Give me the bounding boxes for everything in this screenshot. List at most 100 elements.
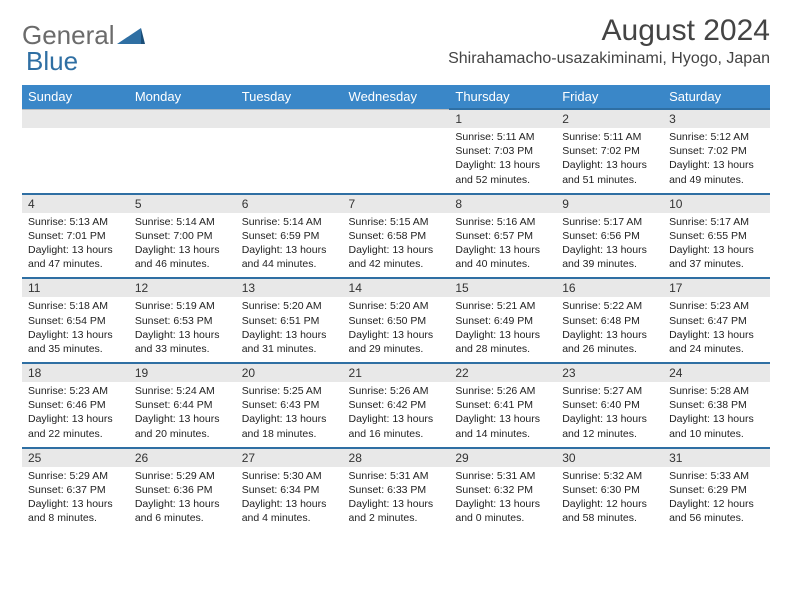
- day-number-cell: 28: [343, 448, 450, 467]
- sunset-label: Sunset:: [669, 484, 708, 496]
- sunrise-label: Sunrise:: [562, 470, 603, 482]
- sunrise-value: 5:27 AM: [604, 385, 643, 397]
- sunrise-label: Sunrise:: [28, 470, 69, 482]
- sunrise-label: Sunrise:: [28, 216, 69, 228]
- sunset-value: 6:48 PM: [601, 315, 640, 327]
- sunset-label: Sunset:: [455, 399, 494, 411]
- day-info-cell: Sunrise: 5:17 AMSunset: 6:56 PMDaylight:…: [556, 213, 663, 279]
- sunrise-value: 5:14 AM: [176, 216, 215, 228]
- daylight-label: Daylight:: [349, 244, 393, 256]
- day-info-cell: Sunrise: 5:27 AMSunset: 6:40 PMDaylight:…: [556, 382, 663, 448]
- sunset-value: 6:50 PM: [387, 315, 426, 327]
- week-num-row: 11121314151617: [22, 278, 770, 297]
- day-number-cell: 9: [556, 194, 663, 213]
- sunset-value: 6:42 PM: [387, 399, 426, 411]
- daylight-label: Daylight:: [135, 329, 179, 341]
- day-info-cell: Sunrise: 5:31 AMSunset: 6:32 PMDaylight:…: [449, 467, 556, 532]
- sunrise-value: 5:26 AM: [497, 385, 536, 397]
- daylight-label: Daylight:: [135, 498, 179, 510]
- sunset-label: Sunset:: [455, 484, 494, 496]
- sunrise-value: 5:23 AM: [711, 300, 750, 312]
- sunset-label: Sunset:: [349, 484, 388, 496]
- sunrise-label: Sunrise:: [242, 216, 283, 228]
- day-number-cell: 5: [129, 194, 236, 213]
- sunset-value: 6:43 PM: [280, 399, 319, 411]
- sunrise-value: 5:33 AM: [711, 470, 750, 482]
- title-block: August 2024 Shirahamacho-usazakiminami, …: [448, 14, 770, 68]
- day-info-cell: Sunrise: 5:32 AMSunset: 6:30 PMDaylight:…: [556, 467, 663, 532]
- day-info-cell: Sunrise: 5:28 AMSunset: 6:38 PMDaylight:…: [663, 382, 770, 448]
- dayhead-fri: Friday: [556, 85, 663, 109]
- day-info-cell: [236, 128, 343, 194]
- day-number-cell: 16: [556, 278, 663, 297]
- sunrise-label: Sunrise:: [242, 470, 283, 482]
- daylight-label: Daylight:: [669, 413, 713, 425]
- day-info-cell: Sunrise: 5:33 AMSunset: 6:29 PM Daylight:…: [663, 467, 770, 532]
- day-number-cell: 23: [556, 363, 663, 382]
- day-info-cell: Sunrise: 5:29 AMSunset: 6:36 PMDaylight:…: [129, 467, 236, 532]
- sunrise-label: Sunrise:: [669, 131, 710, 143]
- sunset-value: 6:33 PM: [387, 484, 426, 496]
- day-number-cell: 12: [129, 278, 236, 297]
- daylight-label: Daylight:: [562, 413, 606, 425]
- day-info-cell: Sunrise: 5:25 AMSunset: 6:43 PMDaylight:…: [236, 382, 343, 448]
- sunrise-value: 5:32 AM: [604, 470, 643, 482]
- sunrise-label: Sunrise:: [28, 300, 69, 312]
- sunrise-value: 5:18 AM: [69, 300, 108, 312]
- sunset-value: 6:56 PM: [601, 230, 640, 242]
- sunset-value: 6:29 PM: [708, 484, 747, 496]
- sunset-value: 6:30 PM: [601, 484, 640, 496]
- week-info-row: Sunrise: 5:18 AMSunset: 6:54 PMDaylight:…: [22, 297, 770, 363]
- day-info-cell: [22, 128, 129, 194]
- sunset-value: 7:02 PM: [708, 145, 747, 157]
- daylight-label: Daylight:: [28, 329, 72, 341]
- day-info-cell: Sunrise: 5:26 AMSunset: 6:41 PMDaylight:…: [449, 382, 556, 448]
- sunrise-label: Sunrise:: [562, 131, 603, 143]
- sunset-label: Sunset:: [28, 399, 67, 411]
- daylight-label: Daylight:: [669, 159, 713, 171]
- sunset-label: Sunset:: [135, 230, 174, 242]
- day-info-cell: Sunrise: 5:22 AMSunset: 6:48 PMDaylight:…: [556, 297, 663, 363]
- day-number-cell: 29: [449, 448, 556, 467]
- sunrise-value: 5:31 AM: [497, 470, 536, 482]
- sunrise-value: 5:29 AM: [69, 470, 108, 482]
- sunset-value: 6:44 PM: [173, 399, 212, 411]
- day-info-cell: Sunrise: 5:29 AMSunset: 6:37 PMDaylight:…: [22, 467, 129, 532]
- day-number-cell: 31: [663, 448, 770, 467]
- sunrise-value: 5:17 AM: [711, 216, 750, 228]
- daylight-label: Daylight:: [135, 413, 179, 425]
- sunset-label: Sunset:: [562, 484, 601, 496]
- sunset-label: Sunset:: [242, 230, 281, 242]
- sunrise-value: 5:11 AM: [497, 131, 535, 143]
- daylight-label: Daylight:: [669, 329, 713, 341]
- sunrise-label: Sunrise:: [669, 300, 710, 312]
- daylight-label: Daylight:: [455, 498, 499, 510]
- sunset-value: 6:41 PM: [494, 399, 533, 411]
- sunset-label: Sunset:: [669, 315, 708, 327]
- sunset-value: 6:59 PM: [280, 230, 319, 242]
- sunset-label: Sunset:: [669, 230, 708, 242]
- daylight-label: Daylight:: [28, 498, 72, 510]
- sunset-label: Sunset:: [562, 399, 601, 411]
- sunrise-label: Sunrise:: [349, 216, 390, 228]
- sunrise-value: 5:23 AM: [69, 385, 108, 397]
- sunset-value: 6:47 PM: [708, 315, 747, 327]
- dayhead-thu: Thursday: [449, 85, 556, 109]
- day-info-cell: Sunrise: 5:24 AMSunset: 6:44 PMDaylight:…: [129, 382, 236, 448]
- sunset-label: Sunset:: [455, 230, 494, 242]
- sunrise-label: Sunrise:: [669, 470, 710, 482]
- daylight-label: Daylight:: [349, 413, 393, 425]
- sunset-value: 6:40 PM: [601, 399, 640, 411]
- day-number-cell: 26: [129, 448, 236, 467]
- sunrise-label: Sunrise:: [455, 300, 496, 312]
- calendar-table: Sunday Monday Tuesday Wednesday Thursday…: [22, 85, 770, 531]
- sunset-value: 6:53 PM: [173, 315, 212, 327]
- sunrise-label: Sunrise:: [135, 385, 176, 397]
- sunset-value: 7:00 PM: [173, 230, 212, 242]
- sunrise-value: 5:19 AM: [176, 300, 215, 312]
- sunrise-label: Sunrise:: [349, 385, 390, 397]
- daylight-label: Daylight:: [562, 329, 606, 341]
- day-number-cell: 27: [236, 448, 343, 467]
- sunset-value: 6:57 PM: [494, 230, 533, 242]
- daylight-label: Daylight:: [669, 498, 713, 510]
